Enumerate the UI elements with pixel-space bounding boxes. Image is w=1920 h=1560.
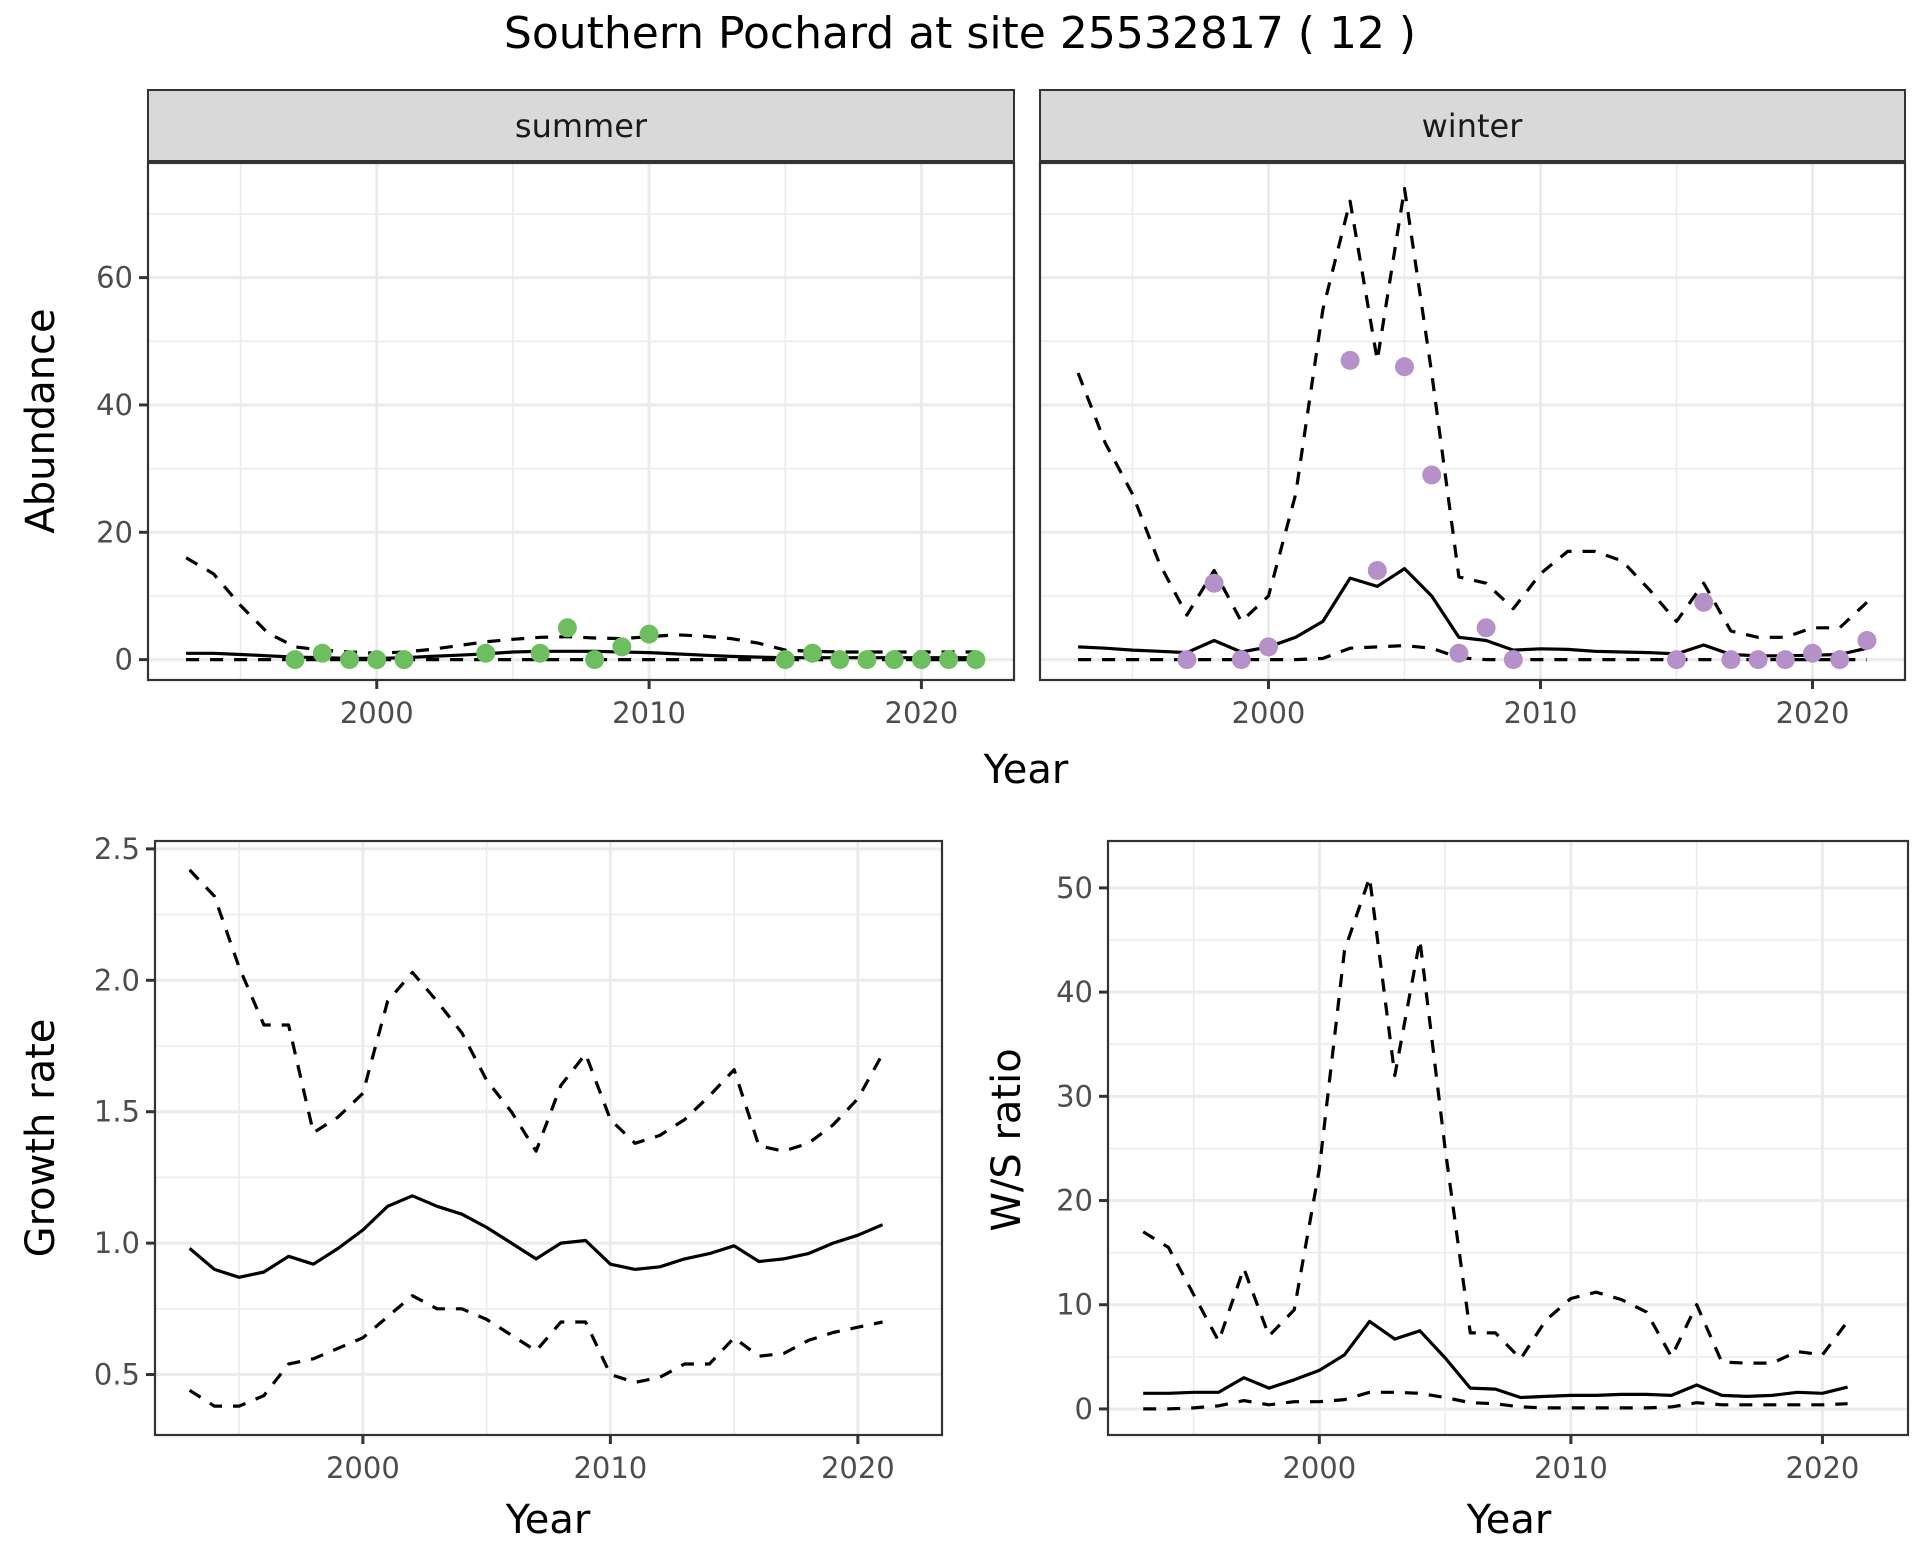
y-tick-label: 50 bbox=[1056, 871, 1093, 905]
strip-winter-label: winter bbox=[1422, 107, 1524, 145]
plot-background bbox=[155, 841, 942, 1435]
panel-ws-ratio: 2000 2010 2020 0 10 20 30 40 50 bbox=[1056, 841, 1908, 1485]
data-point bbox=[1368, 561, 1387, 580]
y-tick-label: 0.5 bbox=[94, 1358, 140, 1392]
y-tick-label: 40 bbox=[1056, 975, 1093, 1009]
y-tick-label: 0 bbox=[115, 643, 133, 677]
panel-summer: 2000 2010 2020 0 20 40 60 bbox=[96, 163, 1014, 730]
x-tick-label: 2000 bbox=[1232, 696, 1306, 730]
data-point bbox=[1667, 650, 1686, 669]
data-point bbox=[1341, 351, 1360, 370]
data-point bbox=[1857, 631, 1876, 650]
data-point bbox=[939, 650, 958, 669]
data-point bbox=[1504, 650, 1523, 669]
data-point bbox=[1803, 644, 1822, 663]
y-tick-label: 20 bbox=[96, 515, 133, 549]
x-tick-label: 2000 bbox=[326, 1451, 400, 1485]
y-tick-label: 60 bbox=[96, 261, 133, 295]
data-point bbox=[776, 650, 795, 669]
data-point bbox=[803, 644, 822, 663]
x-tick-label: 2020 bbox=[885, 696, 959, 730]
strip-summer-label: summer bbox=[515, 107, 648, 145]
data-point bbox=[640, 625, 659, 644]
data-point bbox=[286, 650, 305, 669]
data-point bbox=[585, 650, 604, 669]
y-tick-label: 40 bbox=[96, 388, 133, 422]
data-point bbox=[857, 650, 876, 669]
x-tick-label: 2010 bbox=[1534, 1451, 1608, 1485]
y-tick-label: 1.5 bbox=[94, 1095, 140, 1129]
top-y-axis-title: Abundance bbox=[18, 308, 64, 533]
data-point bbox=[612, 637, 631, 656]
data-point bbox=[885, 650, 904, 669]
panel-growth: 2000 2010 2020 0.5 1.0 1.5 2.0 2.5 bbox=[94, 832, 942, 1485]
y-tick-label: 20 bbox=[1056, 1184, 1093, 1218]
data-point bbox=[1721, 650, 1740, 669]
data-point bbox=[476, 644, 495, 663]
x-tick-label: 2020 bbox=[821, 1451, 895, 1485]
chart-title: Southern Pochard at site 25532817 ( 12 ) bbox=[504, 8, 1416, 59]
x-tick-label: 2010 bbox=[1504, 696, 1578, 730]
data-point bbox=[1830, 650, 1849, 669]
plot-background bbox=[148, 163, 1014, 680]
y-tick-label: 1.0 bbox=[94, 1226, 140, 1260]
data-point bbox=[966, 650, 985, 669]
data-point bbox=[1477, 618, 1496, 637]
x-tick-label: 2010 bbox=[573, 1451, 647, 1485]
data-point bbox=[1177, 650, 1196, 669]
data-point bbox=[367, 650, 386, 669]
x-tick-label: 2010 bbox=[612, 696, 686, 730]
x-tick-label: 2020 bbox=[1786, 1451, 1860, 1485]
y-tick-label: 2.0 bbox=[94, 963, 140, 997]
data-point bbox=[313, 644, 332, 663]
x-tick-label: 2020 bbox=[1776, 696, 1850, 730]
figure: Southern Pochard at site 25532817 ( 12 )… bbox=[0, 0, 1920, 1560]
y-tick-label: 30 bbox=[1056, 1079, 1093, 1113]
data-point bbox=[1749, 650, 1768, 669]
growth-x-axis-title: Year bbox=[505, 1497, 591, 1543]
data-point bbox=[1232, 650, 1251, 669]
y-tick-label: 10 bbox=[1056, 1288, 1093, 1322]
data-point bbox=[1205, 574, 1224, 593]
plot-background bbox=[1040, 163, 1905, 680]
data-point bbox=[1259, 637, 1278, 656]
data-point bbox=[1395, 357, 1414, 376]
data-point bbox=[912, 650, 931, 669]
data-point bbox=[340, 650, 359, 669]
ws-y-axis-title: W/S ratio bbox=[984, 1048, 1030, 1231]
data-point bbox=[394, 650, 413, 669]
y-tick-label: 2.5 bbox=[94, 832, 140, 866]
x-tick-label: 2000 bbox=[340, 696, 414, 730]
data-point bbox=[1449, 644, 1468, 663]
data-point bbox=[1776, 650, 1795, 669]
data-point bbox=[558, 618, 577, 637]
data-point bbox=[830, 650, 849, 669]
panel-winter: 2000 2010 2020 bbox=[1040, 163, 1905, 730]
growth-y-axis-title: Growth rate bbox=[18, 1019, 64, 1258]
data-point bbox=[1694, 593, 1713, 612]
top-x-axis-title: Year bbox=[983, 747, 1069, 793]
data-point bbox=[1422, 465, 1441, 484]
y-tick-label: 0 bbox=[1075, 1392, 1093, 1426]
x-tick-label: 2000 bbox=[1282, 1451, 1356, 1485]
ws-x-axis-title: Year bbox=[1466, 1497, 1552, 1543]
data-point bbox=[531, 644, 550, 663]
